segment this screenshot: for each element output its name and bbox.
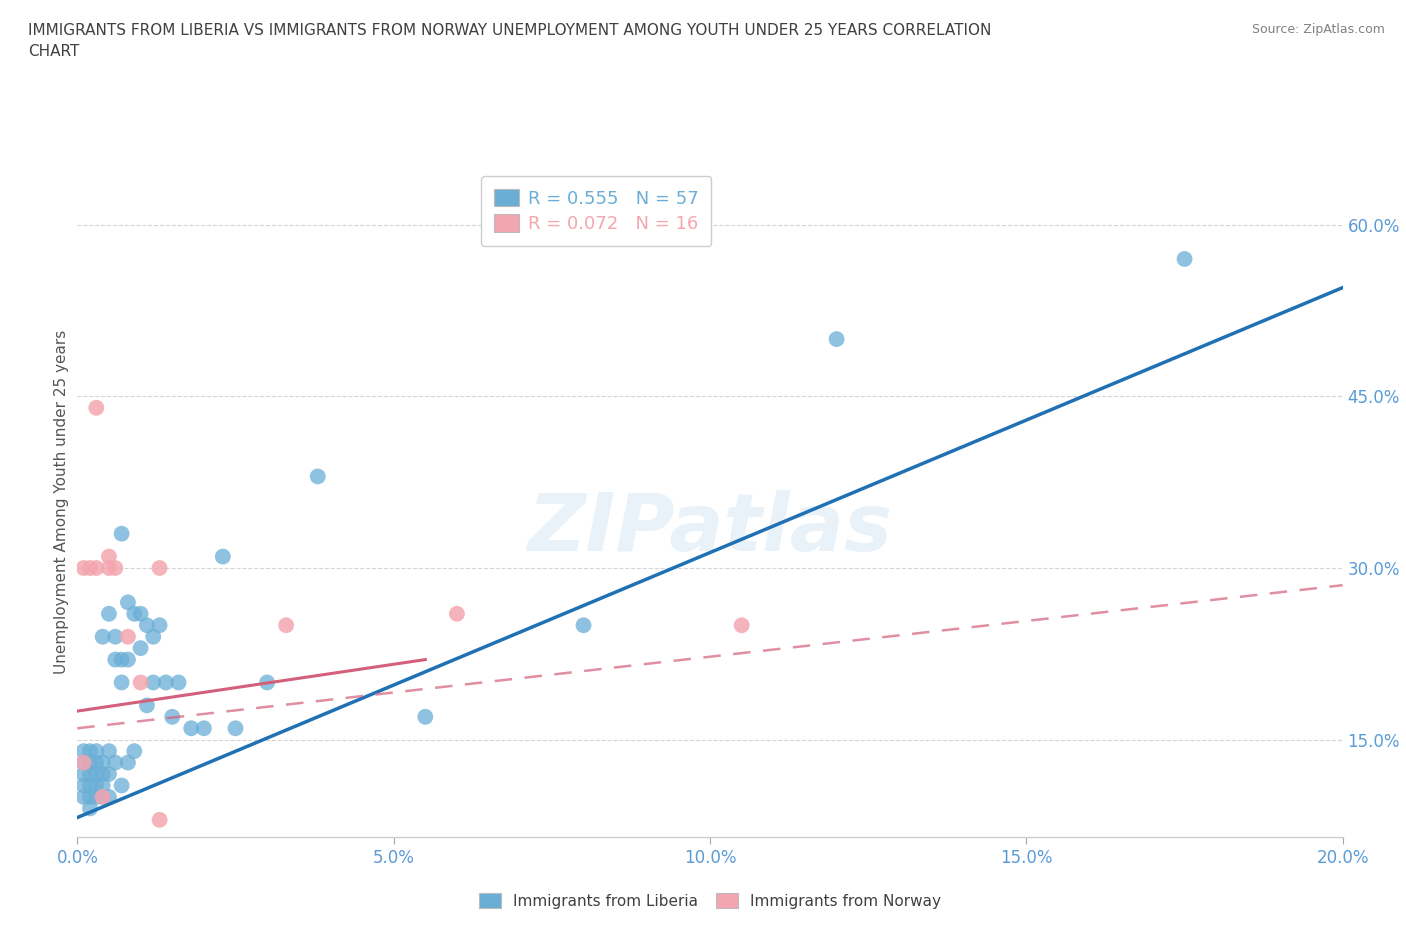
Point [98, 561, 120, 576]
Point [73, 778, 96, 793]
Point [225, 721, 247, 736]
Point [129, 606, 152, 621]
Point [162, 710, 183, 724]
Point [79, 561, 101, 576]
Point [104, 561, 127, 576]
Point [86, 400, 108, 415]
Point [91, 755, 114, 770]
Point [86, 790, 108, 804]
Point [98, 606, 120, 621]
Point [825, 332, 848, 347]
Point [1173, 251, 1195, 266]
Point [111, 675, 132, 690]
Point [79, 790, 101, 804]
Point [446, 606, 468, 621]
Point [129, 641, 152, 656]
Point [91, 790, 114, 804]
Point [124, 744, 146, 759]
Point [135, 618, 157, 632]
Point [91, 766, 114, 781]
Point [117, 652, 139, 667]
Point [149, 618, 172, 632]
Point [211, 549, 233, 564]
Point [129, 675, 152, 690]
Point [98, 766, 120, 781]
Point [572, 618, 595, 632]
Point [142, 675, 165, 690]
Point [98, 790, 120, 804]
Point [117, 755, 139, 770]
Point [142, 630, 165, 644]
Point [79, 766, 101, 781]
Point [111, 526, 132, 541]
Point [104, 630, 127, 644]
Point [73, 744, 96, 759]
Point [307, 469, 329, 484]
Point [111, 778, 132, 793]
Text: ZIPatlas: ZIPatlas [527, 490, 893, 568]
Point [274, 618, 298, 632]
Point [111, 652, 132, 667]
Point [731, 618, 754, 632]
Point [73, 790, 96, 804]
Point [104, 652, 127, 667]
Point [180, 721, 202, 736]
Point [79, 778, 101, 793]
Text: Source: ZipAtlas.com: Source: ZipAtlas.com [1251, 23, 1385, 36]
Point [155, 675, 177, 690]
Point [167, 675, 190, 690]
Point [98, 549, 120, 564]
Point [73, 766, 96, 781]
Point [104, 755, 127, 770]
Point [86, 744, 108, 759]
Point [79, 744, 101, 759]
Point [73, 561, 96, 576]
Point [149, 813, 172, 828]
Point [98, 744, 120, 759]
Point [124, 606, 146, 621]
Text: IMMIGRANTS FROM LIBERIA VS IMMIGRANTS FROM NORWAY UNEMPLOYMENT AMONG YOUTH UNDER: IMMIGRANTS FROM LIBERIA VS IMMIGRANTS FR… [28, 23, 991, 60]
Point [117, 595, 139, 610]
Y-axis label: Unemployment Among Youth under 25 years: Unemployment Among Youth under 25 years [53, 330, 69, 674]
Point [86, 778, 108, 793]
Point [73, 755, 96, 770]
Point [73, 755, 96, 770]
Point [256, 675, 278, 690]
Legend: Immigrants from Liberia, Immigrants from Norway: Immigrants from Liberia, Immigrants from… [471, 885, 949, 916]
Point [135, 698, 157, 712]
Point [117, 630, 139, 644]
Point [91, 790, 114, 804]
Point [86, 766, 108, 781]
Point [193, 721, 215, 736]
Point [413, 710, 436, 724]
Point [79, 755, 101, 770]
Point [91, 630, 114, 644]
Point [86, 561, 108, 576]
Point [79, 801, 101, 816]
Point [91, 778, 114, 793]
Point [86, 755, 108, 770]
Point [149, 561, 172, 576]
